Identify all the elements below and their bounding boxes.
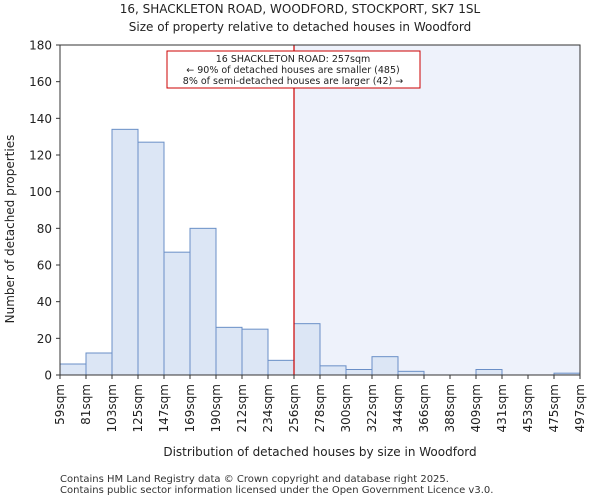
x-tick-label: 409sqm bbox=[469, 384, 483, 432]
x-axis-label: Distribution of detached houses by size … bbox=[163, 445, 476, 459]
bar-81sqm bbox=[85, 352, 113, 376]
y-tick-label: 80 bbox=[37, 222, 52, 236]
y-tick-label: 100 bbox=[29, 185, 52, 199]
x-tick-label: 169sqm bbox=[183, 384, 197, 432]
x-tick-label: 475sqm bbox=[547, 384, 561, 432]
bar-169sqm bbox=[189, 227, 217, 376]
y-ticks: 0 20 40 60 80 100 120 140 160 180 bbox=[29, 39, 60, 383]
x-tick-label: 300sqm bbox=[339, 384, 353, 432]
x-tick-label: 278sqm bbox=[313, 384, 327, 432]
x-tick-label: 344sqm bbox=[391, 384, 405, 432]
bar-322sqm bbox=[371, 356, 399, 376]
annotation-box: 16 SHACKLETON ROAD: 257sqm ← 90% of deta… bbox=[166, 50, 421, 89]
x-tick-label: 322sqm bbox=[365, 384, 379, 432]
y-tick-label: 160 bbox=[29, 75, 52, 89]
y-tick-label: 140 bbox=[29, 112, 52, 126]
x-tick-label: 256sqm bbox=[287, 384, 301, 432]
y-tick-label: 0 bbox=[44, 369, 52, 383]
y-tick-label: 40 bbox=[37, 295, 52, 309]
y-tick-label: 180 bbox=[29, 39, 52, 53]
x-tick-label: 81sqm bbox=[79, 384, 93, 425]
annotation-line-3: 8% of semi-detached houses are larger (4… bbox=[183, 76, 403, 87]
x-tick-label: 147sqm bbox=[157, 384, 171, 432]
y-tick-label: 120 bbox=[29, 149, 52, 163]
bar-212sqm bbox=[241, 328, 269, 376]
bar-147sqm bbox=[163, 251, 191, 376]
annotation-line-1: 16 SHACKLETON ROAD: 257sqm bbox=[216, 54, 371, 65]
bar-59sqm bbox=[59, 363, 87, 376]
bar-103sqm bbox=[111, 128, 139, 376]
footer-line-2: Contains public sector information licen… bbox=[60, 485, 494, 496]
x-tick-label: 125sqm bbox=[131, 384, 145, 432]
bars-layer bbox=[59, 128, 581, 376]
bar-300sqm bbox=[345, 369, 373, 376]
x-tick-label: 190sqm bbox=[209, 384, 223, 432]
annotation-frame bbox=[166, 50, 421, 89]
highlight-region bbox=[294, 45, 580, 375]
x-tick-label: 59sqm bbox=[53, 384, 67, 425]
chart-subtitle: Size of property relative to detached ho… bbox=[129, 20, 471, 34]
bar-234sqm bbox=[267, 359, 295, 376]
x-tick-label: 453sqm bbox=[521, 384, 535, 432]
bar-409sqm bbox=[475, 369, 503, 376]
x-tick-label: 431sqm bbox=[495, 384, 509, 432]
bar-190sqm bbox=[215, 326, 243, 376]
x-tick-label: 234sqm bbox=[261, 384, 275, 432]
x-tick-label: 103sqm bbox=[105, 384, 119, 432]
bar-344sqm bbox=[397, 370, 425, 376]
x-ticks: 59sqm 81sqm 103sqm 125sqm 147sqm 169sqm 190sqm… bbox=[53, 375, 587, 432]
y-tick-label: 60 bbox=[37, 259, 52, 273]
annotation-line-2: ← 90% of detached houses are smaller (48… bbox=[186, 65, 399, 76]
highlight-layer bbox=[294, 45, 580, 375]
y-tick-label: 20 bbox=[37, 332, 52, 346]
x-tick-label: 497sqm bbox=[573, 384, 587, 432]
bar-256sqm bbox=[293, 323, 321, 376]
x-tick-label: 212sqm bbox=[235, 384, 249, 432]
footer-line-1: Contains HM Land Registry data © Crown c… bbox=[60, 474, 449, 485]
bar-278sqm bbox=[319, 365, 347, 376]
x-tick-label: 388sqm bbox=[443, 384, 457, 432]
bar-125sqm bbox=[137, 141, 165, 376]
x-tick-label: 366sqm bbox=[417, 384, 431, 432]
y-axis-label: Number of detached properties bbox=[3, 135, 17, 324]
chart-title: 16, SHACKLETON ROAD, WOODFORD, STOCKPORT… bbox=[120, 2, 481, 16]
